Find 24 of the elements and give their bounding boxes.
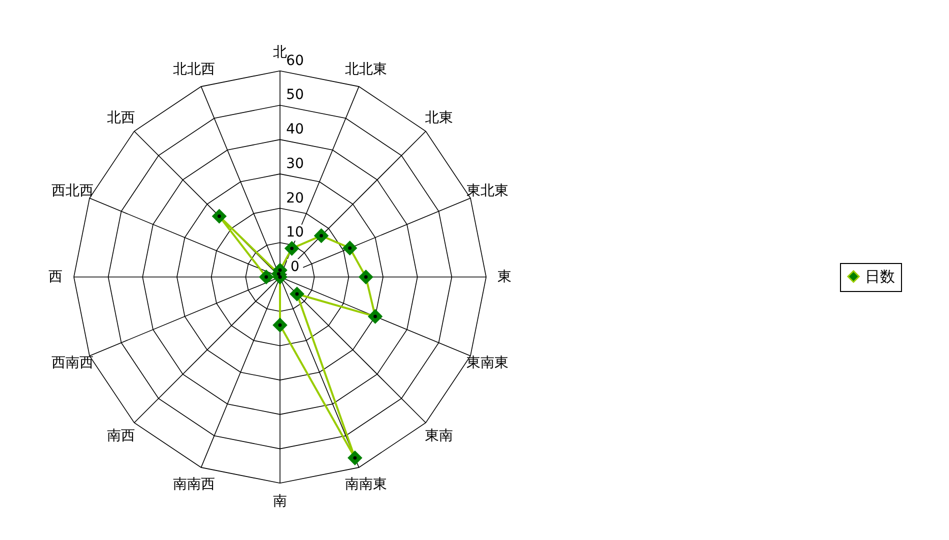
y-tick-label: 10 xyxy=(286,224,304,241)
y-tick-label: 60 xyxy=(286,52,304,69)
spoke-label: 南西 xyxy=(107,428,136,444)
spoke-label: 東北東 xyxy=(466,183,509,200)
y-tick-label: 20 xyxy=(286,190,304,206)
spoke-label: 北北西 xyxy=(173,61,216,78)
spoke-label: 東南 xyxy=(424,428,453,444)
y-tick-label: 40 xyxy=(286,122,304,138)
spoke-label: 北 xyxy=(273,44,287,60)
spoke-label: 西北西 xyxy=(51,183,94,200)
spoke-label: 北西 xyxy=(107,110,136,126)
spoke-label: 西 xyxy=(48,269,62,285)
legend-label: 日数 xyxy=(865,268,895,286)
spoke-label: 北北東 xyxy=(344,61,387,78)
spoke-label: 南南東 xyxy=(344,476,387,493)
y-tick-label: 30 xyxy=(286,156,304,172)
spoke-label: 西南西 xyxy=(51,354,94,371)
y-tick-label: 50 xyxy=(286,87,304,104)
y-tick-label: 0 xyxy=(290,259,300,275)
spoke-label: 南南西 xyxy=(173,476,216,493)
spoke-label: 東 xyxy=(498,269,512,285)
spoke-label: 南 xyxy=(273,494,287,510)
spoke-label: 東南東 xyxy=(466,354,509,371)
spoke-label: 北東 xyxy=(424,110,453,126)
